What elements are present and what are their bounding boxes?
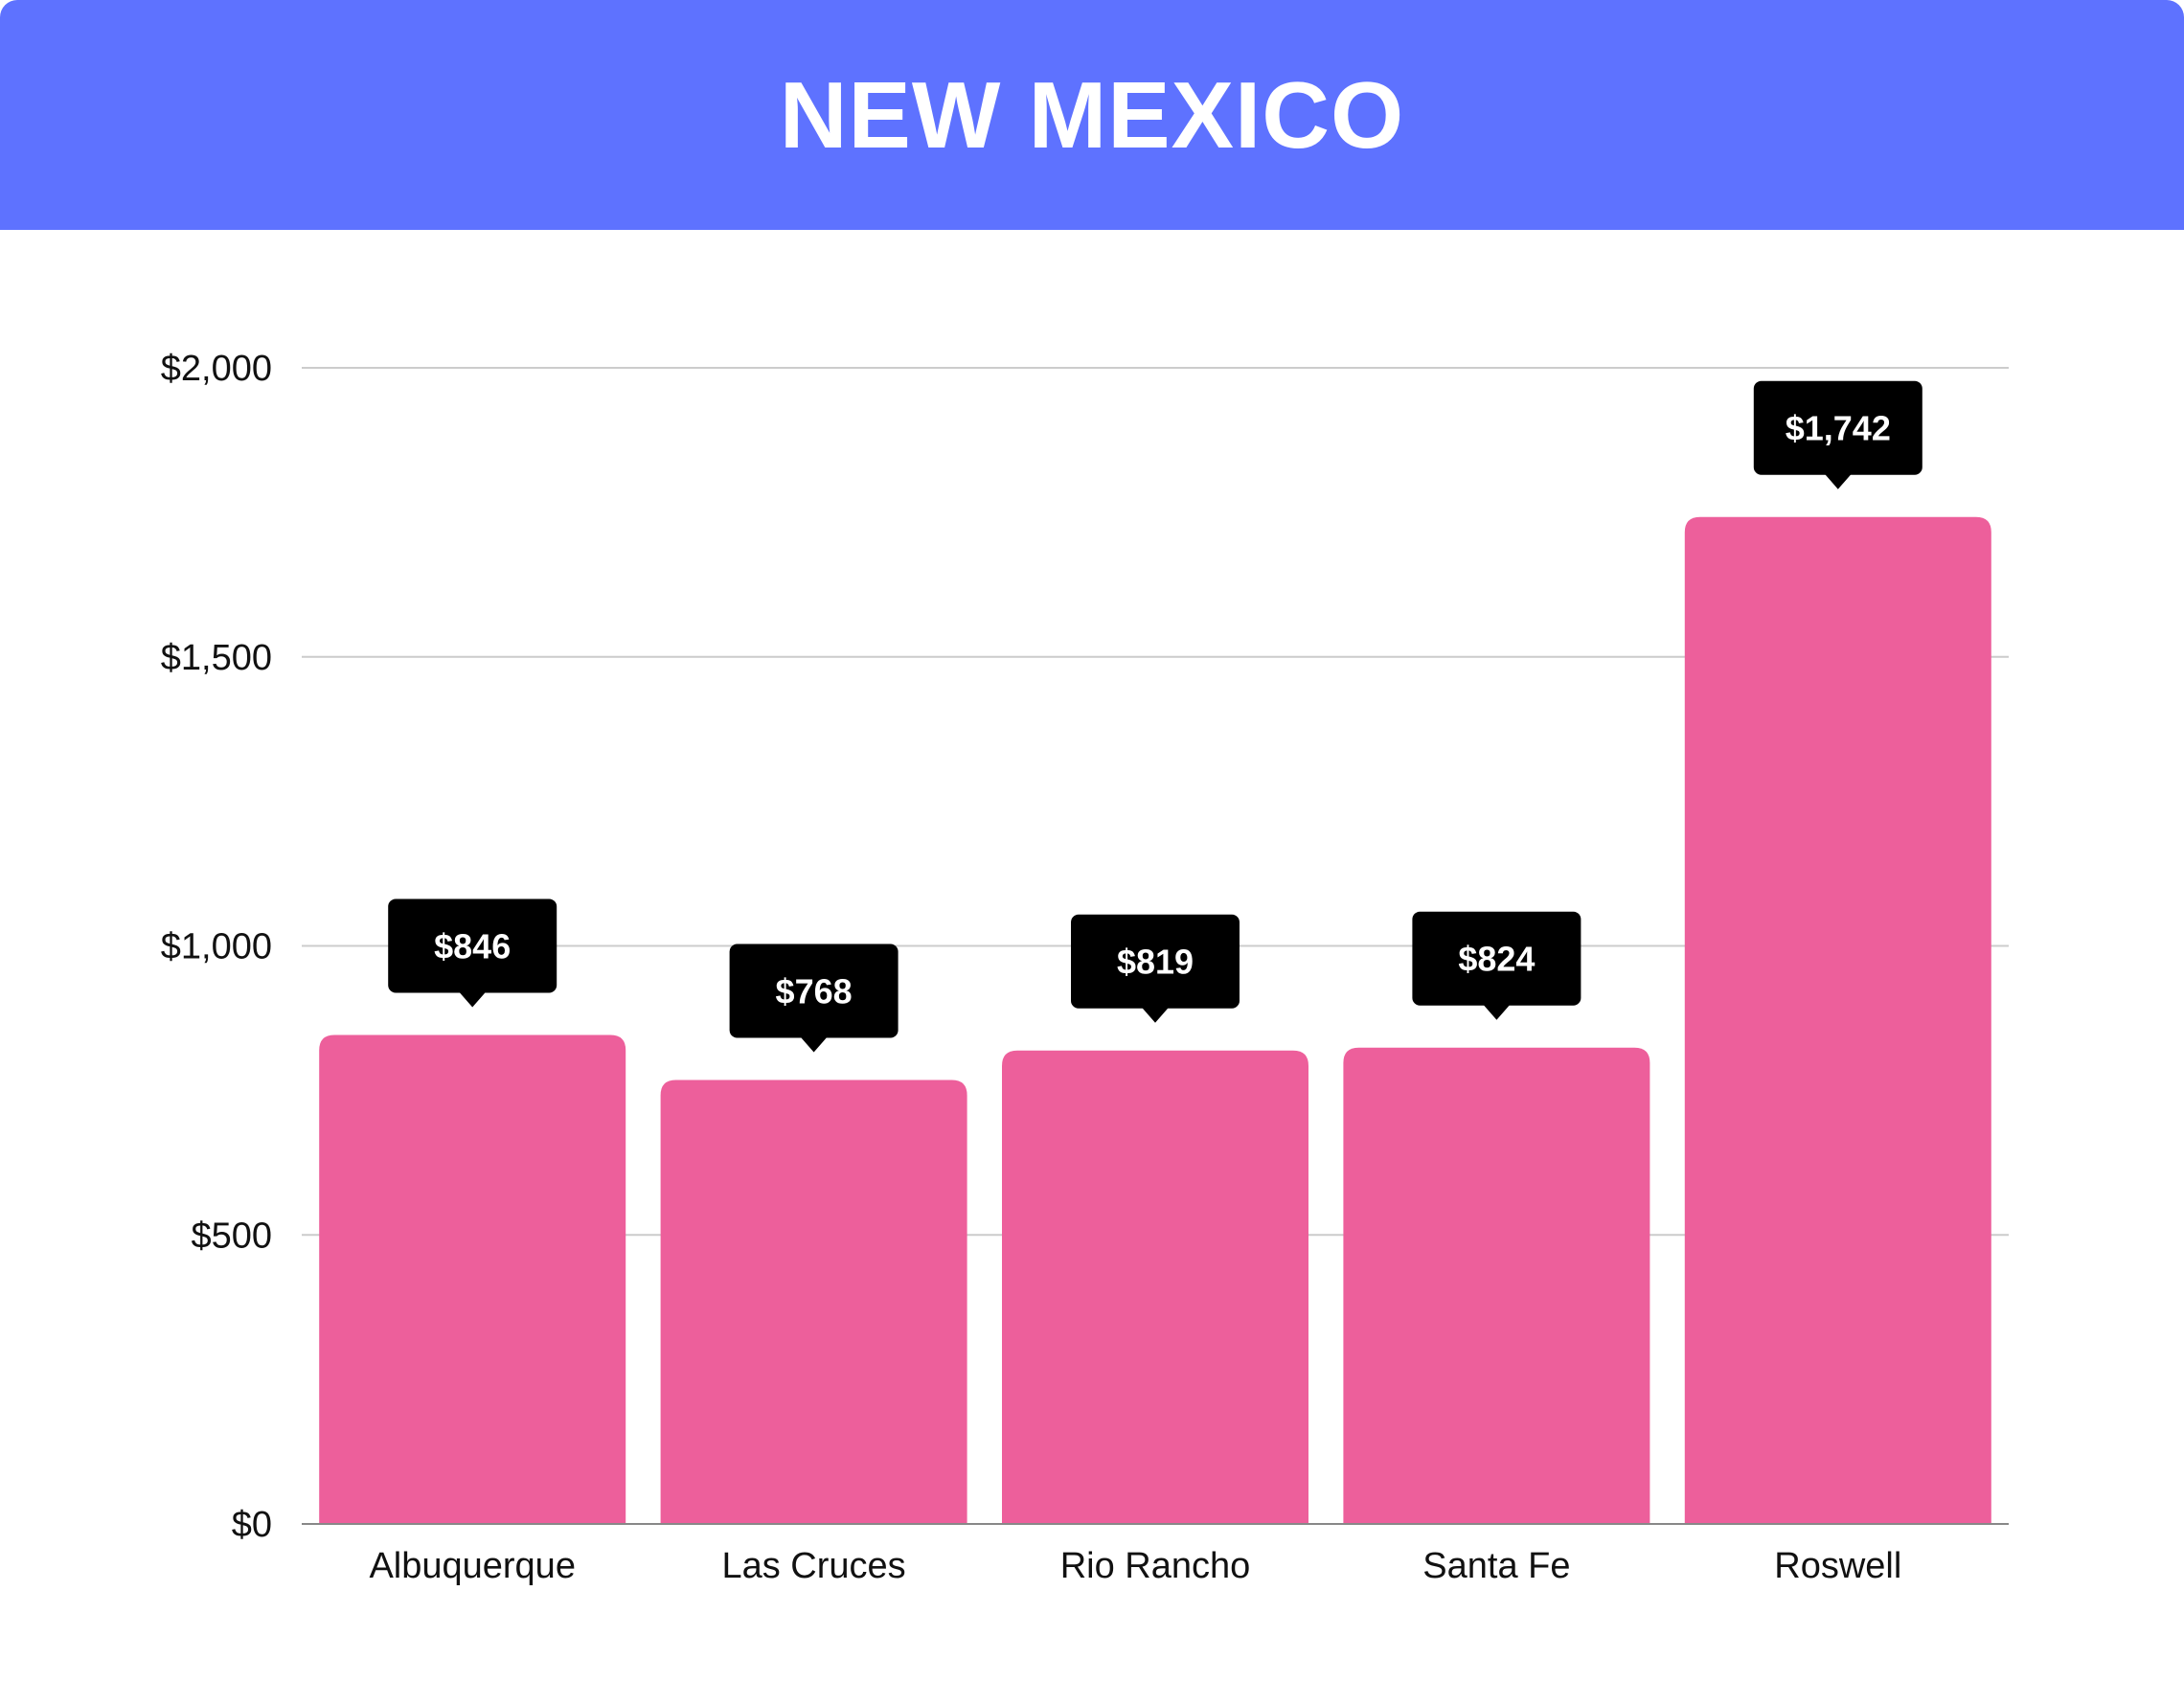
y-tick-label: $1,000 <box>161 927 272 967</box>
data-label-box <box>1071 914 1240 1009</box>
y-tick-label: $2,000 <box>161 349 272 389</box>
axes: $0 $500 $1,000 $1,500 $2,000 Albuquerque Las C… <box>161 349 2009 1586</box>
page-title: NEW MEXICO <box>779 61 1405 168</box>
bar <box>660 1080 967 1524</box>
x-tick-label: Roswell <box>1774 1546 1901 1586</box>
data-label-box <box>1753 380 1922 475</box>
bar <box>1684 516 1991 1524</box>
bar <box>319 1034 626 1524</box>
y-tick-label: $0 <box>232 1505 272 1545</box>
data-label: $846 <box>434 926 511 966</box>
data-label-box <box>388 898 557 993</box>
data-labels: $846 $768 $819 $824 $1,742 <box>388 380 1922 1053</box>
y-tick-label: $500 <box>191 1216 272 1256</box>
bar <box>1002 1050 1308 1524</box>
data-label-box <box>1412 911 1581 1006</box>
data-label-pointer <box>1142 1007 1169 1023</box>
bars <box>319 516 1991 1524</box>
data-label: $819 <box>1117 943 1194 982</box>
header-banner: NEW MEXICO <box>0 0 2184 230</box>
bar <box>1343 1047 1650 1524</box>
data-label: $824 <box>1458 940 1535 979</box>
data-label-pointer <box>1824 473 1852 489</box>
data-label: $1,742 <box>1786 409 1891 448</box>
data-label-box <box>729 943 899 1038</box>
x-tick-label: Albuquerque <box>369 1546 576 1586</box>
x-tick-label: Las Cruces <box>721 1546 905 1586</box>
data-label-pointer <box>800 1036 828 1053</box>
x-tick-label: Santa Fe <box>1422 1546 1570 1586</box>
y-tick-label: $1,500 <box>161 638 272 678</box>
data-label-pointer <box>459 991 487 1008</box>
data-label: $768 <box>776 972 853 1011</box>
x-tick-label: Rio Rancho <box>1060 1546 1251 1586</box>
data-label-pointer <box>1483 1004 1511 1020</box>
